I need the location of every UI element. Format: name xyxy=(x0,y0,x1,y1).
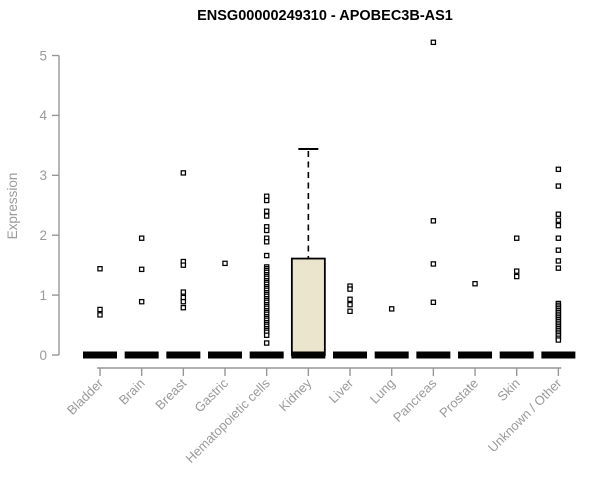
outlier-point xyxy=(430,39,437,46)
outlier-point xyxy=(138,266,145,273)
median-bar xyxy=(208,351,243,359)
y-tick-label: 0 xyxy=(39,348,47,363)
outlier-point xyxy=(263,252,270,259)
outlier-point xyxy=(555,265,562,271)
x-tick-label: Breast xyxy=(152,375,189,412)
outlier-point xyxy=(472,280,478,287)
x-tick-label: Brain xyxy=(116,376,148,408)
outlier-point xyxy=(222,260,228,267)
outlier-point xyxy=(513,268,520,274)
outlier-point xyxy=(347,286,353,292)
chart-title: ENSG00000249310 - APOBEC3B-AS1 xyxy=(197,8,453,24)
outlier-point xyxy=(180,170,187,176)
outlier-point xyxy=(555,337,562,343)
outlier-point xyxy=(138,235,145,241)
outlier-point xyxy=(180,298,187,305)
outlier-point xyxy=(263,197,270,204)
outlier-point xyxy=(555,217,562,223)
outlier-point xyxy=(555,166,562,173)
outlier-point xyxy=(263,239,270,245)
outlier-point xyxy=(263,213,270,219)
x-tick-label: Prostate xyxy=(436,376,481,421)
median-bar xyxy=(458,351,493,359)
x-tick-label: Bladder xyxy=(64,375,107,418)
y-axis-label: Expression xyxy=(5,173,20,240)
outlier-point xyxy=(263,227,270,234)
y-tick-label: 2 xyxy=(39,228,47,243)
median-bar xyxy=(374,351,409,359)
outlier-point xyxy=(138,298,145,305)
y-tick-label: 5 xyxy=(39,48,47,63)
outlier-point xyxy=(430,299,437,306)
median-bar xyxy=(166,351,201,359)
x-tick-label: Liver xyxy=(326,375,357,406)
median-bar xyxy=(333,351,368,359)
outlier-point xyxy=(263,208,270,214)
x-tick-label: Unknown / Other xyxy=(485,375,565,455)
median-bar xyxy=(416,351,451,359)
outlier-point xyxy=(347,308,353,314)
outlier-point xyxy=(347,301,353,308)
x-tick-label: Kidney xyxy=(276,375,315,414)
outlier-point xyxy=(430,218,437,224)
y-tick-label: 3 xyxy=(39,168,47,183)
plot-marks xyxy=(83,39,576,359)
y-tick-label: 4 xyxy=(39,108,47,123)
outlier-point xyxy=(555,211,562,217)
box xyxy=(290,257,326,356)
x-tick-label: Pancreas xyxy=(390,375,440,425)
median-bar xyxy=(249,351,284,359)
outlier-point xyxy=(513,273,520,280)
median-bar xyxy=(83,351,117,359)
outlier-point xyxy=(180,262,187,268)
outlier-point xyxy=(555,247,562,253)
outlier-point xyxy=(430,261,437,267)
outlier-point xyxy=(347,296,353,303)
y-tick-label: 1 xyxy=(39,288,47,303)
outlier-point xyxy=(555,235,562,241)
outlier-point xyxy=(263,340,270,346)
median-bar xyxy=(499,351,534,359)
median-bar xyxy=(291,351,326,359)
outlier-point xyxy=(97,312,103,318)
median-bar xyxy=(541,351,576,359)
outlier-point xyxy=(97,306,103,313)
outlier-point xyxy=(97,266,103,272)
outlier-point xyxy=(555,183,562,189)
outlier-point xyxy=(263,332,270,338)
x-tick-label: Lung xyxy=(367,376,398,407)
outlier-point xyxy=(555,222,562,229)
median-bar xyxy=(124,351,159,359)
outlier-point xyxy=(555,258,562,264)
outlier-point xyxy=(180,289,187,295)
outlier-point xyxy=(180,304,187,311)
outlier-point xyxy=(388,306,395,312)
outlier-point xyxy=(513,235,520,241)
x-tick-label: Gastric xyxy=(191,375,231,415)
x-tick-label: Skin xyxy=(494,376,522,404)
